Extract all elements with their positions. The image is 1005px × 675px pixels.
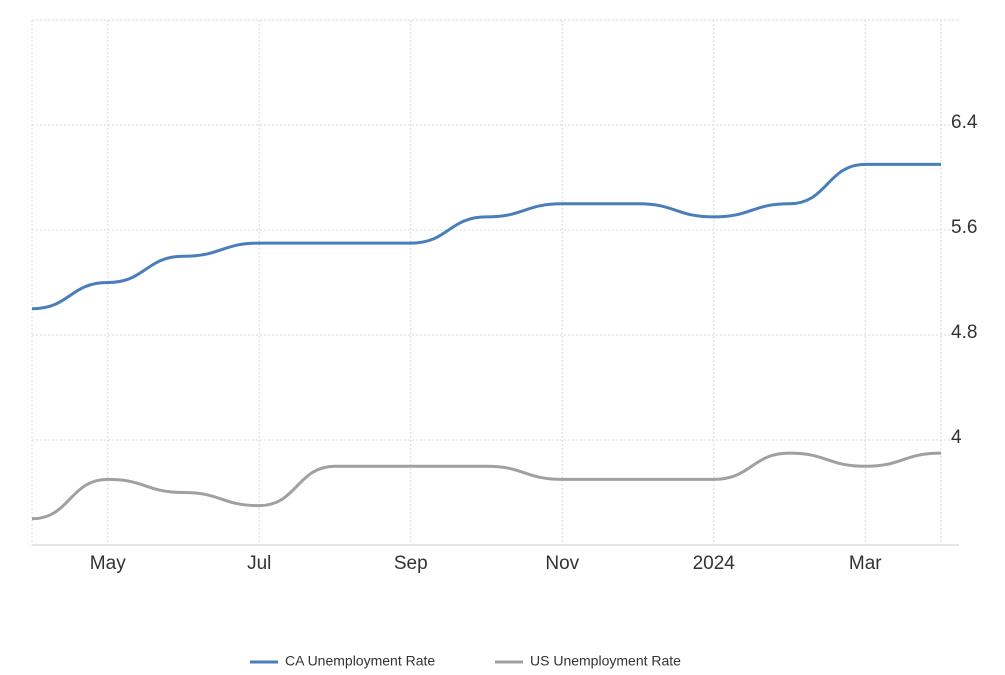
y-tick-label: 6.4	[951, 112, 978, 133]
legend-label: CA Unemployment Rate	[285, 653, 435, 669]
x-tick-label: May	[90, 553, 126, 574]
labels: 4 4.8 5.6 6.4 May Jul Sep Nov 2024 Mar	[90, 112, 978, 574]
y-tick-label: 4.8	[951, 322, 977, 343]
x-tick-label: Jul	[247, 553, 271, 574]
series-line	[31, 162, 941, 311]
x-tick-label: 2024	[693, 553, 736, 574]
x-tick-label: Sep	[394, 553, 428, 574]
series-line	[31, 451, 942, 521]
x-tick-label: Nov	[545, 553, 579, 574]
legend: CA Unemployment Rate US Unemployment Rate	[250, 653, 681, 669]
y-tick-label: 4	[951, 427, 962, 448]
legend-label: US Unemployment Rate	[530, 653, 681, 669]
y-tick-label: 5.6	[951, 217, 977, 238]
grid	[31, 19, 959, 546]
lines	[31, 162, 942, 521]
x-tick-label: Mar	[849, 553, 882, 574]
